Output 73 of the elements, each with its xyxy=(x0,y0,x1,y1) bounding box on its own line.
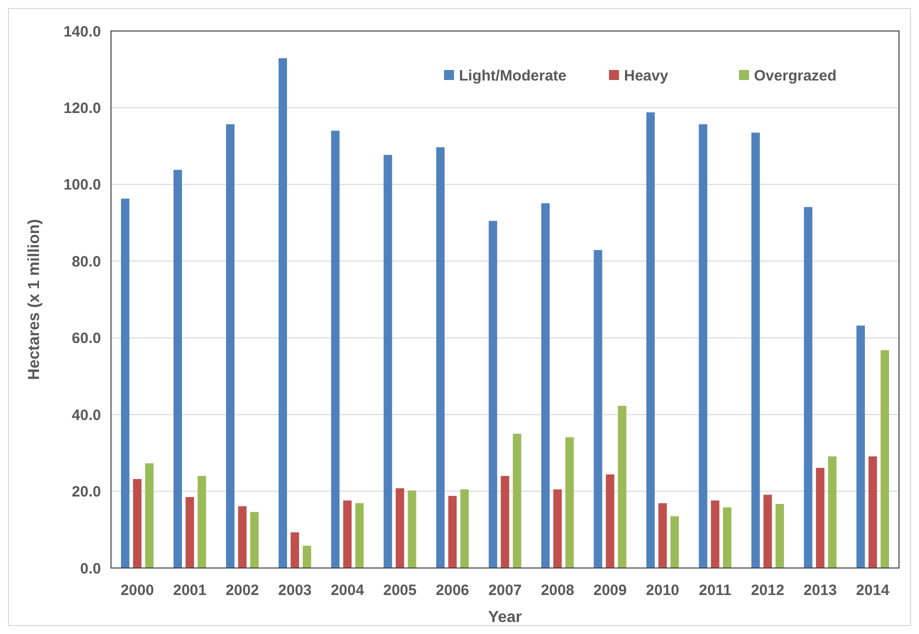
bar xyxy=(488,220,498,568)
bar xyxy=(355,503,364,568)
bar xyxy=(565,437,574,568)
bar xyxy=(658,503,667,568)
bar xyxy=(145,463,154,568)
bar xyxy=(238,506,247,568)
x-tick-label: 2003 xyxy=(278,582,312,599)
bar xyxy=(594,250,602,568)
bar xyxy=(198,476,206,568)
y-axis-title: Hectares (x 1 million) xyxy=(26,219,43,380)
bar xyxy=(828,456,836,568)
bar xyxy=(500,476,510,568)
bar xyxy=(751,132,760,568)
bar xyxy=(448,496,457,568)
x-tick-label: 2011 xyxy=(698,582,732,599)
x-tick-label: 2001 xyxy=(173,582,206,599)
bar xyxy=(384,154,392,568)
bar xyxy=(646,112,655,568)
bar xyxy=(606,474,614,568)
legend-label: Light/Moderate xyxy=(459,67,566,84)
x-tick-label: 2004 xyxy=(330,582,365,599)
legend-label: Overgrazed xyxy=(754,67,837,84)
y-tick-label: 140.0 xyxy=(63,23,101,40)
bar xyxy=(868,456,877,568)
x-tick-label: 2012 xyxy=(750,582,784,599)
bar xyxy=(541,203,550,568)
bar xyxy=(670,516,679,568)
bar xyxy=(186,497,194,568)
x-tick-label: 2000 xyxy=(120,582,154,599)
bar xyxy=(226,124,234,568)
y-tick-label: 20.0 xyxy=(72,484,101,501)
x-tick-label: 2007 xyxy=(488,582,522,599)
bar xyxy=(133,479,142,568)
bar xyxy=(250,512,259,568)
bar xyxy=(710,500,720,568)
x-axis-title: Year xyxy=(488,609,522,626)
bar xyxy=(174,170,182,568)
bar xyxy=(804,207,812,568)
legend-label: Heavy xyxy=(624,67,669,84)
x-tick-label: 2006 xyxy=(436,582,470,599)
bar xyxy=(460,489,469,568)
bar xyxy=(120,198,130,568)
y-tick-label: 100.0 xyxy=(63,176,101,194)
bar xyxy=(343,500,352,568)
bar xyxy=(776,504,784,568)
x-tick-label: 2008 xyxy=(540,582,574,599)
bar xyxy=(278,58,288,568)
bar xyxy=(396,488,404,568)
x-tick-label: 2005 xyxy=(383,582,417,599)
x-tick-label: 2014 xyxy=(856,582,890,599)
y-tick-label: 40.0 xyxy=(72,406,101,424)
bar xyxy=(302,546,312,568)
bar xyxy=(816,468,824,568)
bar xyxy=(618,406,626,568)
bar xyxy=(331,130,340,568)
bar xyxy=(408,490,416,568)
bar xyxy=(436,147,445,568)
y-tick-label: 60.0 xyxy=(72,330,101,348)
bar xyxy=(722,507,732,568)
x-tick-label: 2013 xyxy=(804,582,837,599)
bar xyxy=(290,532,300,568)
bar xyxy=(553,489,562,568)
bar xyxy=(880,350,890,568)
x-tick-label: 2009 xyxy=(593,582,627,599)
y-tick-label: 0.0 xyxy=(80,560,101,578)
bar xyxy=(856,326,865,568)
x-tick-label: 2010 xyxy=(646,582,680,599)
bar xyxy=(763,494,772,568)
bar xyxy=(512,434,522,568)
y-tick-label: 80.0 xyxy=(72,253,101,270)
bar xyxy=(698,124,708,568)
y-tick-label: 120.0 xyxy=(63,100,101,117)
x-tick-label: 2002 xyxy=(226,582,260,599)
